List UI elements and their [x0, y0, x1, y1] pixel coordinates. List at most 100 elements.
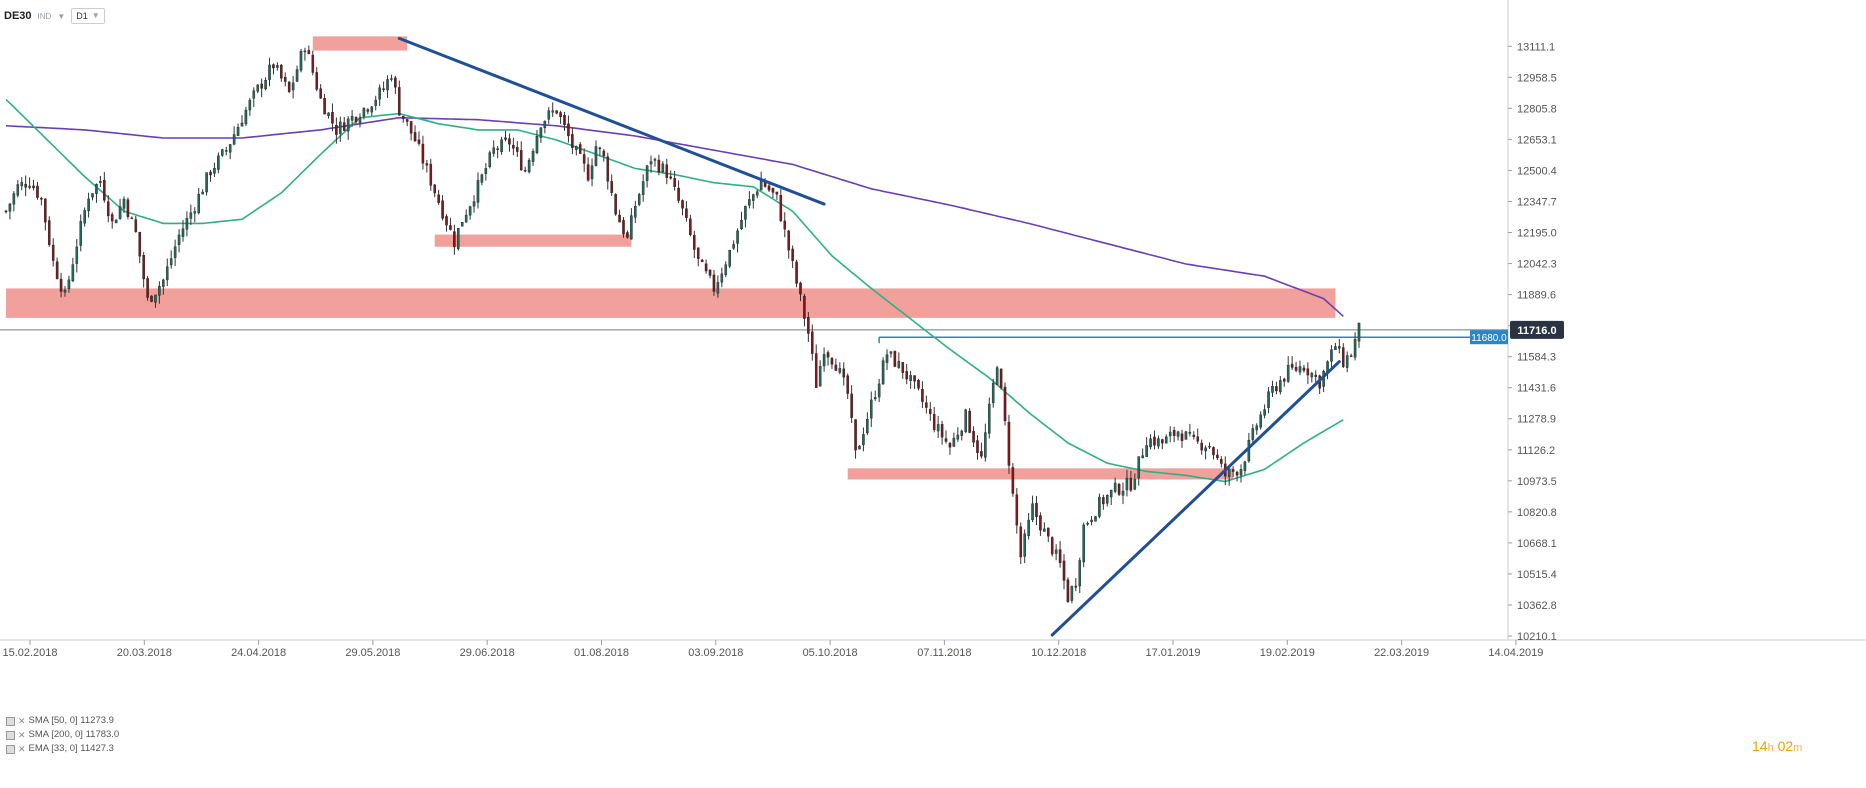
candle-body[interactable] — [138, 231, 142, 257]
candle-body[interactable] — [280, 64, 283, 79]
candle-body[interactable] — [610, 181, 613, 193]
candle-body[interactable] — [932, 413, 936, 430]
candle-body[interactable] — [114, 219, 118, 224]
candle-body[interactable] — [850, 393, 853, 418]
candle-body[interactable] — [303, 50, 307, 53]
candle-body[interactable] — [873, 397, 877, 400]
candle-body[interactable] — [689, 218, 692, 236]
candle-body[interactable] — [1074, 585, 1078, 588]
candle-body[interactable] — [1141, 455, 1144, 459]
candle-body[interactable] — [1330, 349, 1333, 362]
candle-body[interactable] — [130, 217, 134, 220]
candle-body[interactable] — [944, 438, 948, 442]
candle-body[interactable] — [283, 77, 287, 82]
candle-body[interactable] — [291, 82, 295, 91]
close-icon[interactable]: ✕ — [18, 716, 26, 726]
candle-body[interactable] — [83, 210, 86, 224]
candle-body[interactable] — [598, 147, 602, 150]
candle-body[interactable] — [264, 80, 267, 90]
candle-body[interactable] — [995, 367, 999, 385]
candle-body[interactable] — [822, 354, 826, 367]
candle-body[interactable] — [504, 137, 507, 140]
candle-body[interactable] — [917, 379, 920, 389]
candle-body[interactable] — [755, 191, 759, 196]
candle-body[interactable] — [1216, 454, 1219, 459]
candle-body[interactable] — [988, 403, 991, 434]
candle-body[interactable] — [508, 138, 511, 145]
candle-body[interactable] — [999, 368, 1003, 388]
candle-body[interactable] — [1188, 432, 1192, 434]
candle-body[interactable] — [728, 249, 731, 267]
candle-body[interactable] — [641, 181, 645, 195]
candle-body[interactable] — [575, 146, 578, 150]
candle-body[interactable] — [1184, 431, 1188, 440]
candle-body[interactable] — [134, 219, 138, 232]
candle-body[interactable] — [260, 83, 263, 89]
candle-body[interactable] — [1208, 445, 1211, 448]
candle-body[interactable] — [1078, 560, 1082, 587]
candle-body[interactable] — [826, 352, 830, 358]
candle-body[interactable] — [626, 232, 629, 238]
candle-body[interactable] — [386, 79, 389, 91]
candle-body[interactable] — [1003, 386, 1007, 422]
candle-body[interactable] — [276, 65, 279, 68]
candle-body[interactable] — [1298, 366, 1302, 373]
candle-body[interactable] — [571, 134, 574, 148]
candle-body[interactable] — [1279, 380, 1282, 393]
candle-body[interactable] — [362, 107, 366, 117]
candle-body[interactable] — [1117, 484, 1121, 495]
candle-body[interactable] — [1235, 471, 1239, 476]
candle-body[interactable] — [1161, 439, 1164, 444]
candle-body[interactable] — [307, 50, 311, 54]
candle-body[interactable] — [1082, 524, 1085, 563]
candle-body[interactable] — [1109, 489, 1113, 498]
candle-body[interactable] — [12, 193, 16, 205]
candle-body[interactable] — [1157, 438, 1160, 447]
candle-body[interactable] — [1310, 372, 1314, 378]
candle-body[interactable] — [649, 161, 653, 165]
candle-body[interactable] — [1192, 434, 1196, 437]
candle-body[interactable] — [47, 220, 51, 245]
candle-body[interactable] — [693, 235, 696, 250]
candle-body[interactable] — [1149, 438, 1152, 448]
candle-body[interactable] — [441, 200, 444, 219]
candle-body[interactable] — [1035, 502, 1038, 517]
candle-body[interactable] — [40, 198, 43, 200]
legend-item[interactable]: ✕ EMA [33, 0] 11427.3 — [6, 742, 119, 756]
candle-body[interactable] — [1023, 533, 1026, 557]
candle-body[interactable] — [535, 136, 539, 153]
candle-body[interactable] — [63, 289, 67, 293]
candle-body[interactable] — [1145, 445, 1148, 457]
candle-body[interactable] — [106, 201, 110, 217]
candle-body[interactable] — [339, 121, 342, 134]
candle-body[interactable] — [378, 87, 381, 100]
candle-body[interactable] — [547, 110, 551, 120]
candle-body[interactable] — [543, 120, 547, 129]
candle-body[interactable] — [1172, 429, 1176, 436]
candle-body[interactable] — [36, 185, 39, 198]
candle-body[interactable] — [299, 50, 303, 71]
candle-body[interactable] — [578, 144, 582, 154]
candle-body[interactable] — [413, 132, 417, 142]
candle-body[interactable] — [594, 146, 598, 166]
candle-body[interactable] — [205, 172, 208, 193]
candle-body[interactable] — [716, 282, 720, 294]
candle-body[interactable] — [669, 176, 672, 179]
candle-body[interactable] — [677, 187, 680, 201]
candle-body[interactable] — [696, 247, 700, 259]
candle-body[interactable] — [527, 160, 531, 173]
candle-body[interactable] — [28, 185, 31, 188]
candle-body[interactable] — [228, 144, 232, 153]
candle-body[interactable] — [287, 81, 291, 92]
candle-body[interactable] — [71, 264, 75, 282]
candle-body[interactable] — [1133, 479, 1137, 490]
candle-body[interactable] — [909, 375, 912, 381]
candle-body[interactable] — [885, 354, 889, 363]
candle-body[interactable] — [634, 206, 637, 218]
candle-body[interactable] — [724, 264, 728, 276]
candle-body[interactable] — [567, 123, 570, 137]
candle-body[interactable] — [1294, 367, 1298, 371]
candle-body[interactable] — [661, 163, 665, 173]
candle-body[interactable] — [1062, 560, 1066, 581]
candle-body[interactable] — [814, 353, 818, 388]
